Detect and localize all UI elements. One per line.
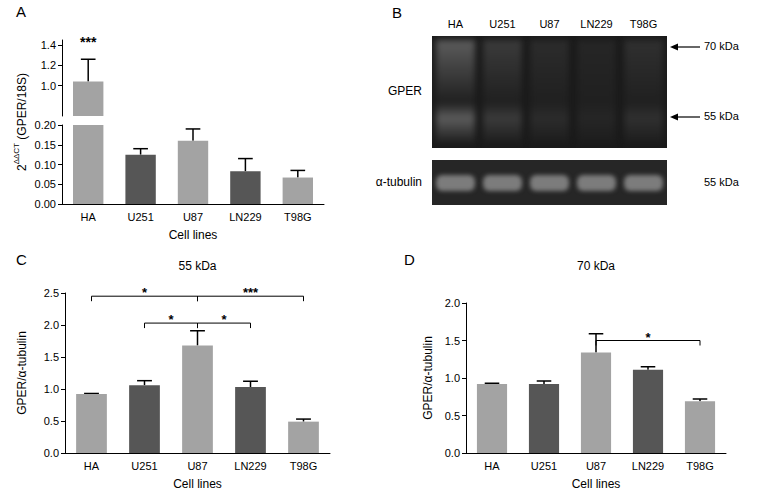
svg-text:*: *: [142, 285, 148, 300]
svg-text:0.15: 0.15: [35, 139, 56, 151]
svg-text:U251: U251: [131, 460, 157, 472]
svg-text:LN229: LN229: [229, 211, 261, 223]
svg-text:1.0: 1.0: [445, 372, 460, 384]
svg-text:*: *: [645, 330, 651, 345]
svg-text:C: C: [16, 251, 27, 268]
svg-text:***: ***: [243, 285, 259, 300]
svg-text:70 kDa: 70 kDa: [577, 259, 615, 273]
svg-text:1.2: 1.2: [41, 59, 56, 71]
html-text:55 kDa: 55 kDa: [704, 110, 739, 122]
svg-text:ΔΔCT: ΔΔCT: [12, 143, 21, 164]
svg-text:*: *: [221, 312, 227, 327]
svg-text:2.0: 2.0: [445, 297, 460, 309]
html-text:α-tubulin: α-tubulin: [375, 174, 422, 189]
svg-text:***: ***: [80, 34, 97, 50]
svg-text:HA: HA: [484, 460, 500, 472]
svg-text:Cell lines: Cell lines: [169, 228, 218, 242]
html-text:B: B: [392, 4, 402, 21]
html-text:U87: U87: [539, 18, 560, 30]
svg-text:(GPER/18S): (GPER/18S): [15, 73, 29, 143]
svg-text:Cell lines: Cell lines: [572, 477, 621, 491]
svg-text:A: A: [16, 3, 26, 20]
svg-text:U87: U87: [187, 460, 207, 472]
svg-text:D: D: [404, 251, 415, 268]
svg-text:T98G: T98G: [290, 460, 318, 472]
svg-text:LN229: LN229: [234, 460, 266, 472]
svg-text:0.5: 0.5: [44, 415, 59, 427]
svg-text:GPER/α-tubulin: GPER/α-tubulin: [421, 336, 435, 420]
svg-text:LN229: LN229: [632, 460, 664, 472]
svg-text:1.5: 1.5: [44, 351, 59, 363]
svg-text:0.5: 0.5: [445, 410, 460, 422]
svg-text:0.0: 0.0: [44, 447, 59, 459]
svg-text:0.05: 0.05: [35, 178, 56, 190]
svg-text:U251: U251: [127, 211, 153, 223]
svg-text:Cell lines: Cell lines: [173, 477, 222, 491]
svg-text:*: *: [168, 312, 174, 327]
html-text:55 kDa: 55 kDa: [704, 175, 739, 188]
svg-text:0.0: 0.0: [445, 447, 460, 459]
svg-text:2.0: 2.0: [44, 319, 59, 331]
svg-text:0.10: 0.10: [35, 159, 56, 171]
svg-text:1.0: 1.0: [41, 80, 56, 92]
svg-text:1.5: 1.5: [445, 335, 460, 347]
svg-text:55 kDa: 55 kDa: [178, 259, 216, 273]
svg-text:T98G: T98G: [284, 211, 312, 223]
svg-text:U87: U87: [586, 460, 606, 472]
html-text:LN229: LN229: [580, 18, 613, 30]
html-text:T98G: T98G: [629, 18, 658, 30]
html-text:70 kDa: 70 kDa: [704, 40, 739, 52]
svg-text:T98G: T98G: [686, 460, 714, 472]
svg-text:0.20: 0.20: [35, 119, 56, 131]
svg-text:HA: HA: [81, 211, 97, 223]
svg-text:HA: HA: [84, 460, 100, 472]
svg-text:2.5: 2.5: [44, 287, 59, 299]
svg-text:1.4: 1.4: [41, 39, 56, 51]
html-text:U251: U251: [489, 18, 516, 30]
svg-text:0.00: 0.00: [35, 198, 56, 210]
svg-text:U251: U251: [531, 460, 557, 472]
svg-text:GPER/α-tubulin: GPER/α-tubulin: [15, 331, 29, 415]
html-text:GPER: GPER: [388, 84, 422, 98]
svg-text:1.0: 1.0: [44, 383, 59, 395]
svg-text:U87: U87: [183, 211, 203, 223]
svg-text:2: 2: [15, 164, 29, 171]
html-text:HA: HA: [447, 18, 464, 30]
